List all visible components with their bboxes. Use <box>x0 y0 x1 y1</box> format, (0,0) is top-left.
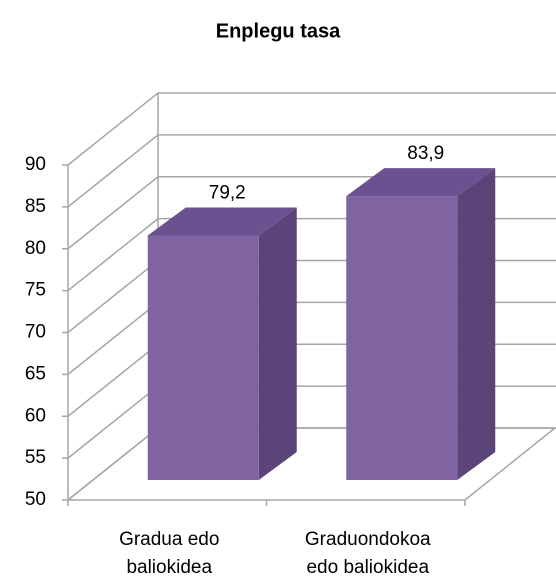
x-tick-label: Graduondokoa edo baliokidea <box>304 529 431 578</box>
y-tick-label: 75 <box>25 280 46 301</box>
data-label: 83,9 <box>407 143 444 164</box>
y-tick-label: 55 <box>25 447 46 468</box>
y-tick-label: 85 <box>25 196 46 217</box>
y-tick-label: 50 <box>25 489 46 510</box>
grid-line <box>67 134 556 208</box>
bar-side <box>258 207 297 480</box>
bar <box>346 196 458 480</box>
y-tick-label: 90 <box>25 154 46 175</box>
y-tick-label: 80 <box>25 238 46 259</box>
bar-top <box>147 207 297 236</box>
bar-side <box>457 168 496 480</box>
y-tick-label: 70 <box>25 322 46 343</box>
data-label: 79,2 <box>209 182 246 203</box>
y-tick-label: 60 <box>25 405 46 426</box>
grid-line <box>67 92 556 166</box>
chart-title: Enplegu tasa <box>216 20 341 42</box>
bar <box>147 235 259 480</box>
bar-top <box>346 168 496 197</box>
x-tick-label: Gradua edo baliokidea <box>119 529 220 578</box>
y-tick-label: 65 <box>25 363 46 384</box>
